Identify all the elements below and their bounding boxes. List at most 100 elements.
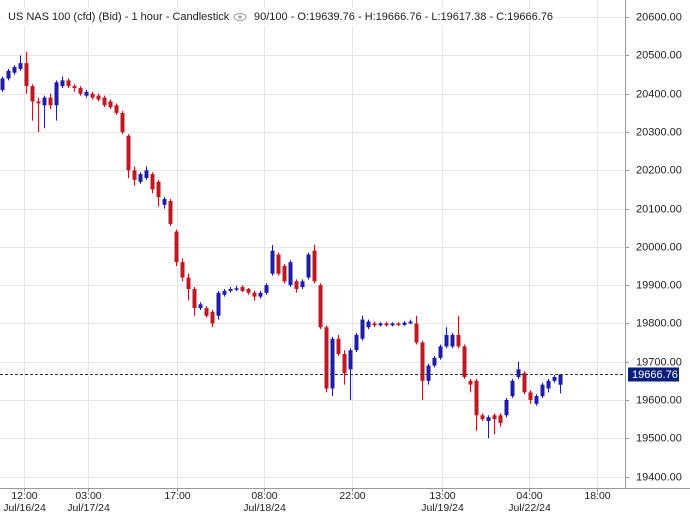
candle-body xyxy=(510,380,515,397)
candle-body xyxy=(354,334,359,351)
last-price-box xyxy=(628,367,679,382)
candle-body xyxy=(180,262,185,278)
candle-body xyxy=(132,170,137,180)
candle-body xyxy=(84,91,89,96)
candles xyxy=(0,51,563,439)
candle-body xyxy=(516,369,521,378)
y-tick-label: 19900.00 xyxy=(636,279,682,291)
candle-body xyxy=(270,250,275,274)
y-tick-label: 19700.00 xyxy=(636,356,682,368)
candle-body xyxy=(150,174,155,190)
candle-body xyxy=(558,374,563,385)
y-tick-label: 19800.00 xyxy=(636,317,682,329)
candle-body xyxy=(540,384,545,397)
x-tick-label: 12:00 xyxy=(11,490,37,502)
candle-body xyxy=(48,97,53,106)
candle-body xyxy=(210,311,215,324)
x-tick-label: 18:00 xyxy=(584,490,610,502)
candle-body xyxy=(246,288,251,293)
candle-body xyxy=(450,334,455,347)
grid xyxy=(0,0,625,488)
candle-body xyxy=(240,287,245,291)
y-tick-label: 19500.00 xyxy=(636,432,682,444)
candle-body xyxy=(258,292,263,297)
x-date-label: Jul/19/24 xyxy=(421,502,464,514)
candle-body xyxy=(522,373,527,393)
candle-body xyxy=(546,380,551,389)
candle-body xyxy=(126,135,131,171)
candle-body xyxy=(138,174,143,182)
candle-body xyxy=(432,357,437,366)
candle-body xyxy=(492,415,497,420)
y-tick-label: 20400.00 xyxy=(636,88,682,100)
candle-body xyxy=(330,338,335,389)
candle-body xyxy=(144,170,149,178)
ohlc-info: 90/100 - O:19639.76 - H:19666.76 - L:196… xyxy=(254,11,553,23)
y-tick-label: 20000.00 xyxy=(636,241,682,253)
candle-body xyxy=(414,323,419,343)
candle-body xyxy=(312,250,317,282)
x-date-label: Jul/18/24 xyxy=(243,502,286,514)
candle-body xyxy=(54,82,59,106)
candle-body xyxy=(408,321,413,324)
candle-body xyxy=(42,97,47,106)
candle-body xyxy=(18,63,23,69)
candle-body xyxy=(66,80,71,87)
candle-body xyxy=(426,365,431,381)
y-tick-label: 19600.00 xyxy=(636,394,682,406)
candle-body xyxy=(360,319,365,339)
candle-body xyxy=(336,338,341,355)
candle-body xyxy=(378,323,383,326)
candle-body xyxy=(444,334,449,347)
candle-body xyxy=(348,350,353,370)
y-tick-label: 20600.00 xyxy=(636,11,682,23)
candle-body xyxy=(552,377,557,381)
candle-body xyxy=(192,288,197,309)
x-tick-label: 04:00 xyxy=(516,490,542,502)
candle-body xyxy=(294,281,299,289)
candle-body xyxy=(198,304,203,309)
chart-title: US NAS 100 (cfd) (Bid) - 1 hour - Candle… xyxy=(8,11,230,23)
candle-body xyxy=(384,323,389,326)
candle-body xyxy=(222,290,227,295)
candle-body xyxy=(372,323,377,326)
candle-body xyxy=(324,327,329,389)
candle-body xyxy=(216,292,221,316)
candle-body xyxy=(456,334,461,347)
candle-body xyxy=(264,285,269,293)
candle-body xyxy=(78,88,83,94)
candle-body xyxy=(288,262,293,286)
candle-body xyxy=(120,112,125,133)
candle-body xyxy=(420,342,425,381)
candle-body xyxy=(108,101,113,108)
candle-body xyxy=(390,323,395,326)
candle-body xyxy=(36,101,41,104)
candle-body xyxy=(168,200,173,224)
candle-body xyxy=(162,199,167,205)
header-background xyxy=(2,8,557,26)
candle-body xyxy=(24,63,29,87)
candle-body xyxy=(462,346,467,378)
y-tick-label: 20300.00 xyxy=(636,126,682,138)
candle-body xyxy=(468,380,473,385)
candle-body xyxy=(396,323,401,325)
candle-body xyxy=(534,396,539,404)
candle-body xyxy=(72,86,77,89)
x-tick-label: 13:00 xyxy=(429,490,455,502)
candle-body xyxy=(30,86,35,102)
x-tick-label: 03:00 xyxy=(75,490,101,502)
candle-body xyxy=(366,321,371,328)
candle-body xyxy=(318,285,323,328)
candle-body xyxy=(0,78,5,90)
candle-body xyxy=(276,254,281,274)
candle-body xyxy=(96,95,101,100)
y-tick-label: 20100.00 xyxy=(636,203,682,215)
x-date-label: Jul/22/24 xyxy=(508,502,551,514)
x-tick-label: 17:00 xyxy=(164,490,190,502)
candle-body xyxy=(528,392,533,400)
candle-body xyxy=(402,322,407,325)
candle-body xyxy=(438,346,443,358)
candle-body xyxy=(252,292,257,297)
